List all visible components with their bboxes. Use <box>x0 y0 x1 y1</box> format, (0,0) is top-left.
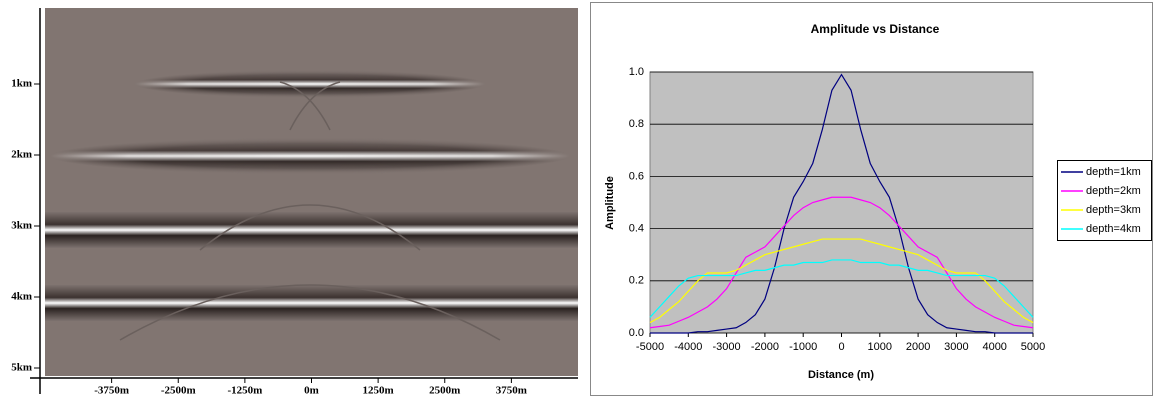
y-tick-label: 5km <box>11 362 32 374</box>
x-tick-label: -3750m <box>94 385 129 397</box>
reflector <box>45 70 578 98</box>
chart-title: Amplitude vs Distance <box>811 22 940 36</box>
y-tick-label: 1.0 <box>629 66 644 78</box>
y-tick-label: 4km <box>11 291 32 303</box>
x-tick-label: 1000 <box>868 341 892 353</box>
x-tick-label: -1250m <box>227 385 262 397</box>
plot-area <box>650 72 1033 333</box>
legend-label: depth=1km <box>1086 166 1141 178</box>
x-axis-title: Distance (m) <box>808 369 874 381</box>
y-tick-label: 0.2 <box>629 275 644 287</box>
x-tick-label: -5000 <box>636 341 664 353</box>
chart-panel: Amplitude vs Distance Distance (m) Ampli… <box>591 3 1153 396</box>
x-tick-label: -3000 <box>713 341 741 353</box>
x-tick-label: 0m <box>304 385 319 397</box>
x-tick-label: 2000 <box>906 341 930 353</box>
figure: 1km 2km 3km 4km 5km -3750m -2500m -1250m 0m 1250m… <box>0 0 1155 399</box>
x-tick-label: 4000 <box>982 341 1006 353</box>
y-tick-label: 0.6 <box>629 170 644 182</box>
x-tick-label: 5000 <box>1021 341 1045 353</box>
legend-label: depth=2km <box>1086 185 1141 197</box>
x-tick-label: 3750m <box>496 385 527 397</box>
y-tick-label: 0.4 <box>629 223 644 235</box>
x-tick-label: -1000 <box>789 341 817 353</box>
y-axis-title: Amplitude <box>604 176 616 230</box>
reflector <box>45 285 578 321</box>
seismic-panel: 1km 2km 3km 4km 5km -3750m -2500m -1250m 0m 1250m… <box>11 8 578 397</box>
y-tick-label: 1km <box>11 78 32 90</box>
x-tick-label: 3000 <box>944 341 968 353</box>
x-tick-label: -2500m <box>161 385 196 397</box>
x-tick-label: 2500m <box>429 385 460 397</box>
x-tick-label: -2000 <box>751 341 779 353</box>
x-tick-label: 1250m <box>363 385 394 397</box>
reflector <box>45 138 578 174</box>
page: {"chart_data": [ {"type": "image", "ylim… <box>0 0 1155 399</box>
x-tick-label: -4000 <box>674 341 702 353</box>
reflector <box>45 212 578 248</box>
legend-label: depth=3km <box>1086 204 1141 216</box>
y-tick-label: 0.0 <box>629 327 644 339</box>
y-tick-label: 0.8 <box>629 118 644 130</box>
x-tick-label: 0 <box>838 341 844 353</box>
y-tick-label: 3km <box>11 220 32 232</box>
legend-label: depth=4km <box>1086 223 1141 235</box>
y-tick-label: 2km <box>11 149 32 161</box>
